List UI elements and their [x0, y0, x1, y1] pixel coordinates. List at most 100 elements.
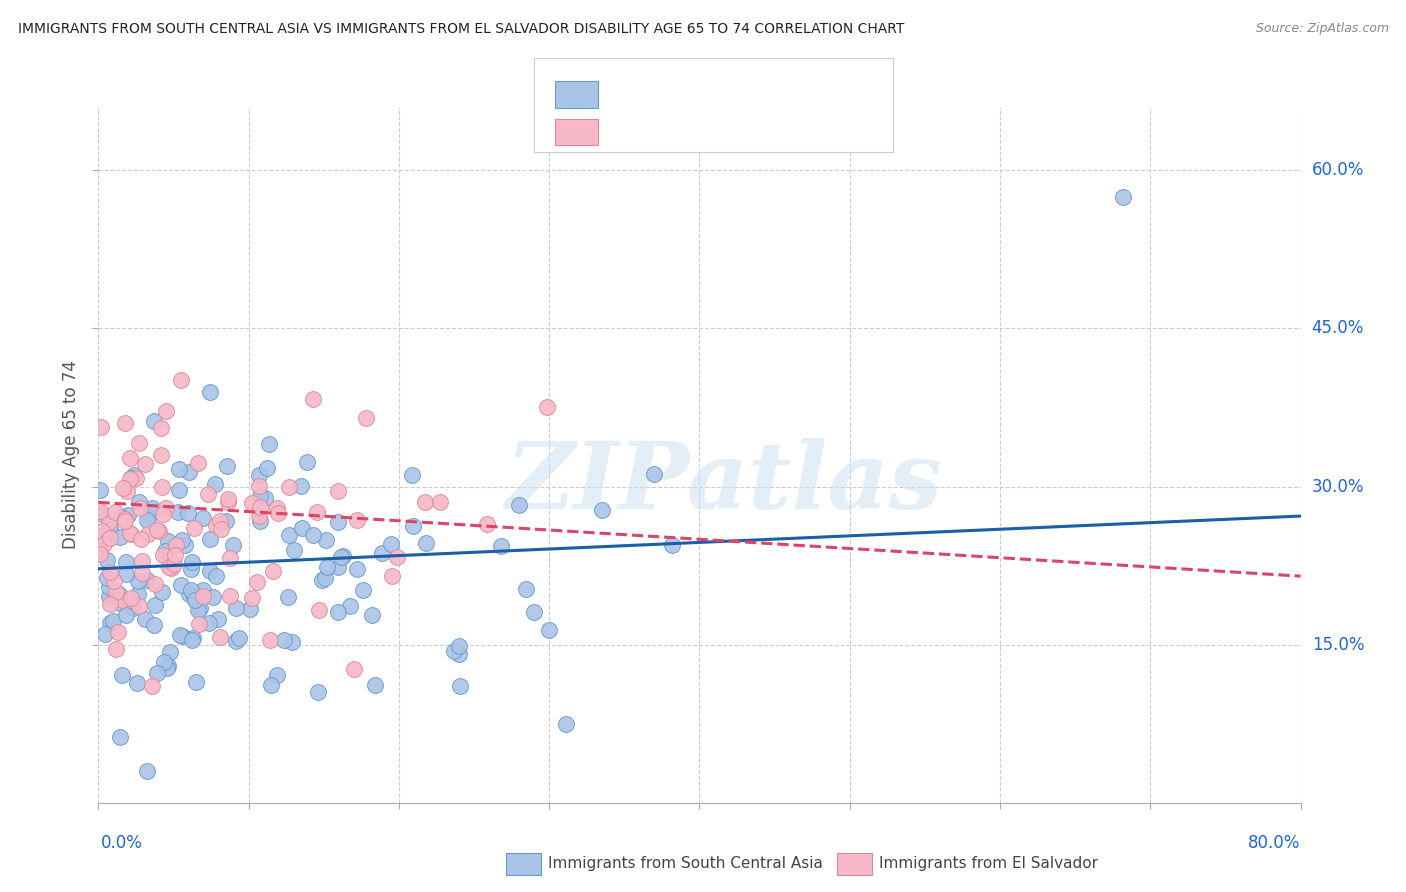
Point — [277, 590, 299, 604]
Point — [167, 461, 190, 475]
Point — [93, 627, 115, 641]
Point — [360, 607, 382, 622]
Point — [186, 456, 208, 470]
Point — [191, 582, 214, 597]
Point — [124, 471, 146, 485]
Point — [184, 674, 207, 689]
Point — [163, 557, 186, 571]
Point — [188, 617, 211, 632]
Point — [364, 678, 387, 692]
Point — [447, 639, 470, 653]
Point — [125, 675, 148, 690]
Point — [332, 549, 354, 563]
Point — [108, 730, 131, 744]
Point — [537, 623, 560, 637]
Point — [207, 612, 229, 626]
Point — [259, 632, 281, 647]
Point — [104, 505, 127, 519]
Point — [201, 591, 224, 605]
Point — [148, 524, 170, 538]
Point — [415, 495, 437, 509]
Point — [141, 679, 163, 693]
Point — [114, 416, 136, 430]
Point — [98, 531, 121, 545]
Point — [307, 684, 329, 698]
Point — [315, 533, 337, 547]
Point — [98, 523, 121, 537]
Point — [215, 514, 238, 528]
Point — [134, 457, 156, 471]
Text: 0.0%: 0.0% — [101, 834, 143, 852]
Point — [111, 668, 134, 682]
Point — [215, 459, 238, 474]
Point — [283, 542, 305, 557]
Point — [302, 392, 325, 406]
Point — [661, 538, 683, 552]
Point — [98, 597, 121, 611]
Point — [326, 559, 349, 574]
Point — [239, 602, 262, 616]
Point — [260, 678, 283, 692]
Point — [352, 582, 374, 597]
Point — [290, 478, 312, 492]
Point — [98, 580, 121, 594]
Point — [112, 481, 135, 495]
Point — [111, 592, 134, 607]
Point — [114, 514, 136, 528]
Point — [508, 498, 530, 512]
Point — [180, 562, 202, 576]
Point — [326, 606, 349, 620]
Point — [204, 569, 226, 583]
Point — [127, 587, 149, 601]
Point — [191, 511, 214, 525]
Point — [91, 524, 114, 538]
Point — [118, 472, 141, 486]
Point — [170, 374, 193, 388]
Text: Immigrants from South Central Asia: Immigrants from South Central Asia — [548, 856, 824, 871]
Point — [169, 627, 191, 641]
Point — [273, 632, 295, 647]
Point — [159, 645, 181, 659]
Point — [187, 603, 209, 617]
Point — [209, 514, 232, 528]
Point — [150, 585, 173, 599]
Point — [447, 647, 470, 661]
Point — [129, 533, 152, 547]
Point — [314, 570, 336, 584]
Point — [402, 518, 425, 533]
Point — [128, 495, 150, 509]
Text: IMMIGRANTS FROM SOUTH CENTRAL ASIA VS IMMIGRANTS FROM EL SALVADOR DISABILITY AGE: IMMIGRANTS FROM SOUTH CENTRAL ASIA VS IM… — [18, 22, 904, 37]
Point — [136, 512, 159, 526]
Point — [204, 477, 226, 491]
Point — [104, 642, 127, 657]
Point — [105, 585, 128, 599]
Point — [277, 480, 299, 494]
Point — [138, 509, 160, 524]
Text: 30.0%: 30.0% — [1312, 477, 1364, 496]
Point — [135, 764, 157, 779]
Point — [401, 467, 423, 482]
Point — [204, 517, 226, 532]
Point — [380, 537, 402, 551]
Point — [385, 550, 408, 565]
Point — [96, 553, 118, 567]
Text: Source: ZipAtlas.com: Source: ZipAtlas.com — [1256, 22, 1389, 36]
Point — [249, 500, 271, 514]
Point — [153, 655, 176, 669]
Point — [152, 548, 174, 562]
Point — [523, 605, 546, 619]
Text: ZIPatlas: ZIPatlas — [505, 438, 942, 528]
Point — [128, 599, 150, 613]
Point — [183, 521, 205, 535]
Point — [108, 530, 131, 544]
Point — [217, 494, 239, 508]
Point — [108, 596, 131, 610]
Point — [209, 522, 232, 536]
Point — [266, 506, 288, 520]
Point — [121, 600, 143, 615]
Point — [107, 624, 129, 639]
Point — [141, 500, 163, 515]
Point — [198, 564, 221, 578]
Point — [225, 633, 247, 648]
Point — [262, 564, 284, 578]
